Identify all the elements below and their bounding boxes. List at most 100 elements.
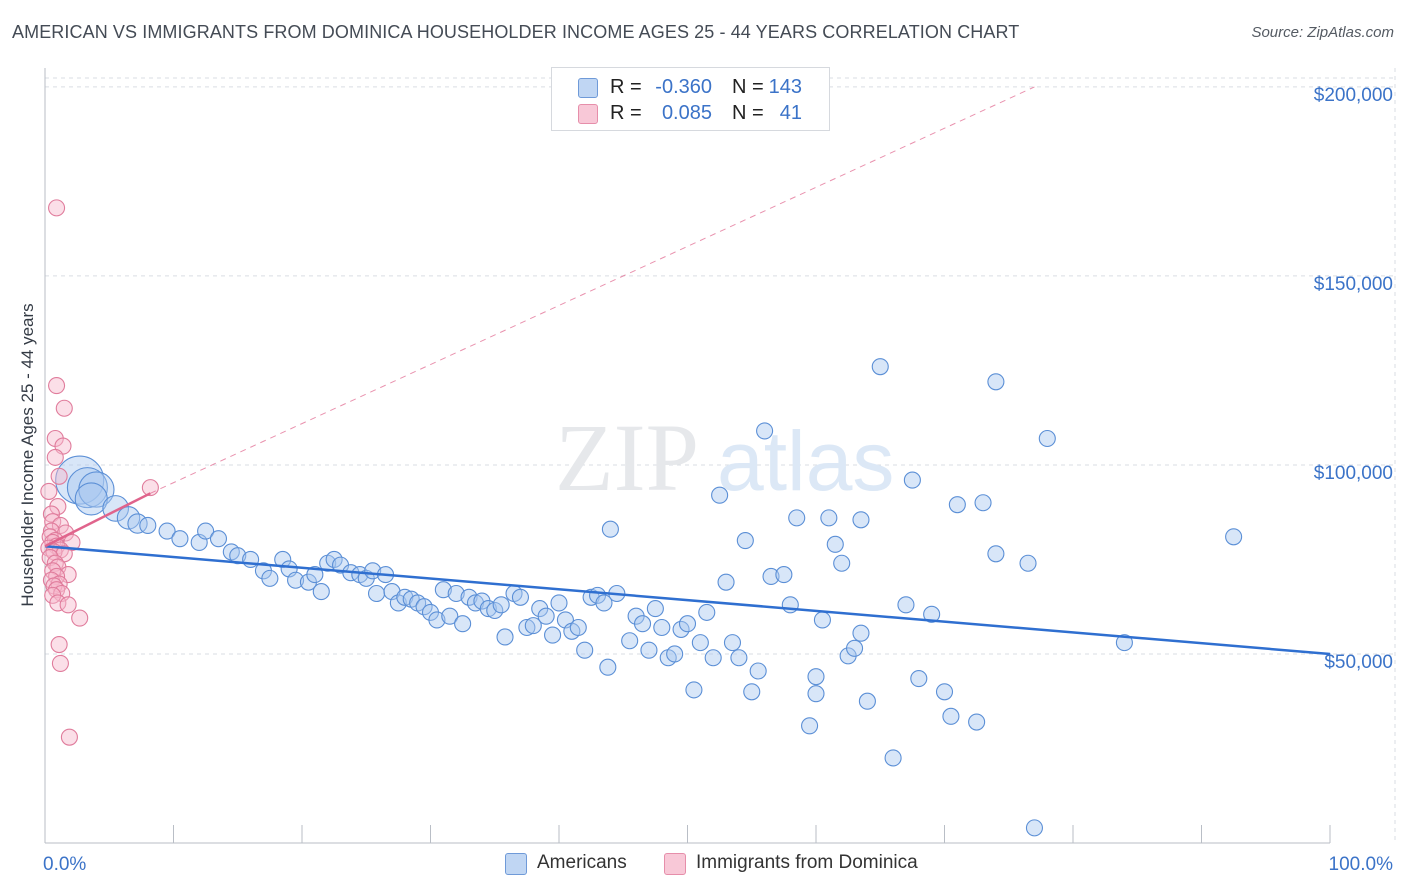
american-point: [633, 615, 652, 633]
american-point: [743, 683, 761, 701]
american-point: [653, 618, 671, 637]
american-point: [116, 506, 141, 530]
american-point: [139, 516, 157, 534]
american-point: [415, 598, 433, 616]
legend-label-dominica: Immigrants from Dominica: [696, 852, 918, 873]
american-point: [987, 373, 1005, 391]
american-point: [524, 617, 542, 635]
american-point: [511, 588, 530, 606]
american-point: [852, 511, 870, 529]
american-point: [897, 596, 915, 614]
watermark-zip: ZIP: [555, 404, 699, 511]
american-point: [447, 584, 465, 603]
american-point: [942, 707, 960, 725]
y-tick-label: $200,000: [1314, 85, 1393, 106]
american-point: [833, 554, 851, 572]
american-point: [127, 513, 148, 534]
american-point: [640, 641, 658, 659]
x-tick-label: 100.0%: [1329, 854, 1394, 875]
dominica-point: [49, 594, 67, 612]
dominica-point: [50, 635, 68, 654]
american-point: [672, 620, 690, 638]
legend-r-label: R =: [610, 76, 642, 98]
legend-n-label: N =: [732, 102, 764, 124]
american-point: [884, 749, 902, 767]
american-point: [923, 605, 941, 623]
american-point: [801, 717, 819, 735]
american-point: [858, 692, 876, 710]
legend-n-value: 41: [779, 102, 802, 124]
american-point: [807, 668, 825, 686]
american-point: [813, 611, 831, 629]
american-point: [711, 486, 729, 504]
dominica-point: [40, 482, 58, 500]
american-point: [910, 669, 928, 688]
dominica-point: [55, 399, 73, 417]
american-point: [935, 683, 954, 701]
american-point: [968, 713, 986, 731]
legend-n-label: N =: [732, 76, 764, 98]
american-point: [454, 615, 472, 633]
american-point: [678, 615, 697, 633]
legend-swatch-blue: [505, 853, 527, 875]
dominica-point: [48, 377, 66, 395]
correlation-legend: R = -0.360 N = 143 R = 0.085 N = 41: [551, 67, 830, 131]
american-point: [197, 522, 215, 540]
american-point: [486, 601, 504, 620]
axes: [44, 68, 1331, 844]
american-point: [948, 496, 966, 514]
dominica-point: [48, 199, 66, 217]
american-point: [306, 566, 324, 584]
dominica-trend-extension: [150, 86, 1035, 494]
dominica-points: [40, 199, 159, 746]
american-point: [601, 520, 619, 538]
american-point: [749, 662, 767, 680]
american-point: [158, 522, 176, 540]
american-point: [845, 639, 864, 657]
american-point: [441, 607, 459, 625]
y-tick-label: $150,000: [1314, 274, 1393, 295]
dominica-point: [60, 728, 78, 746]
american-point: [261, 569, 279, 587]
american-point: [698, 603, 716, 621]
y-tick-label: $50,000: [1324, 652, 1393, 673]
american-point: [871, 358, 889, 376]
american-point: [717, 573, 735, 591]
american-point: [730, 649, 748, 667]
american-point: [479, 600, 497, 618]
american-point: [569, 618, 587, 637]
american-point: [518, 618, 536, 637]
legend-swatch-pink: [578, 104, 598, 124]
american-point: [704, 649, 722, 667]
american-point: [550, 594, 568, 612]
americans-trend-line: [44, 544, 1331, 656]
american-point: [576, 641, 594, 659]
american-point: [229, 547, 247, 565]
chart-title: AMERICAN VS IMMIGRANTS FROM DOMINICA HOU…: [12, 22, 1020, 42]
american-point: [756, 422, 774, 440]
american-point: [903, 471, 921, 489]
legend-row-americans: R = -0.360 N = 143: [552, 75, 829, 101]
american-point: [691, 634, 709, 652]
american-point: [171, 530, 189, 548]
american-point: [428, 611, 446, 629]
american-point: [646, 600, 664, 618]
legend-row-dominica: R = 0.085 N = 41: [552, 101, 829, 127]
american-point: [544, 626, 562, 644]
legend-n-value: 143: [768, 76, 802, 98]
american-point: [788, 509, 806, 527]
american-point: [826, 535, 844, 553]
american-point: [987, 545, 1005, 563]
american-point: [209, 530, 228, 548]
legend-r-value: 0.085: [661, 102, 712, 124]
dominica-point: [71, 609, 89, 627]
dominica-point: [51, 654, 69, 672]
american-point: [367, 584, 386, 603]
american-point: [496, 628, 514, 646]
dominica-point: [59, 596, 77, 614]
american-point: [389, 594, 407, 612]
legend-r-value: -0.360: [655, 76, 712, 98]
legend-swatch-pink: [664, 853, 686, 875]
watermark-atlas: atlas: [717, 414, 894, 508]
y-tick-label: $100,000: [1314, 463, 1393, 484]
